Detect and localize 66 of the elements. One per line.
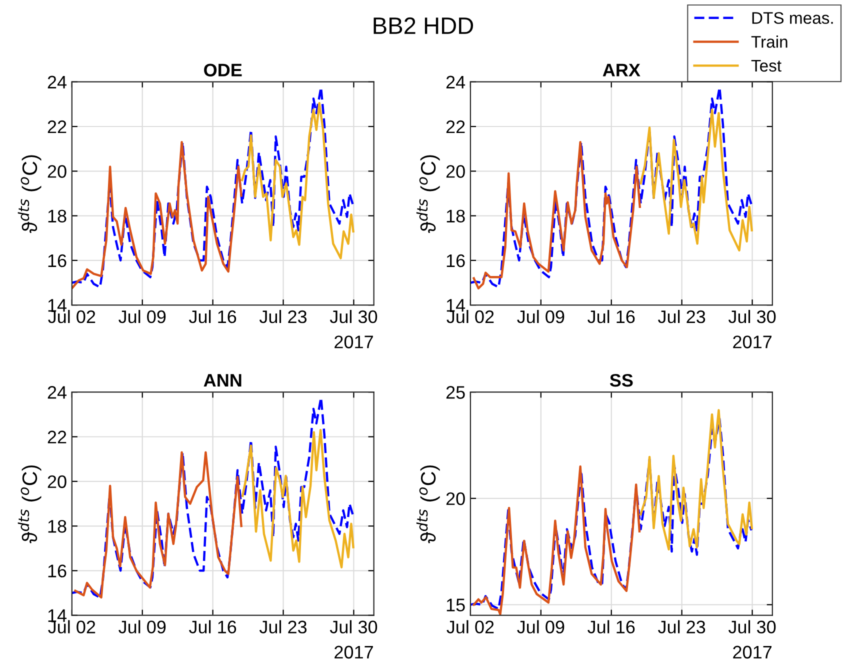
y-axis-title: ϑ$^{dts}$ ($^{o}$C) (416, 155, 440, 233)
y-tick-label: 20 (446, 492, 465, 506)
y-tick-label: 16 (446, 254, 465, 268)
y-tick-label: 16 (48, 254, 66, 268)
line-series (472, 465, 641, 616)
chart-title: ARX (602, 64, 640, 76)
x-tick-label: Jul 09 (118, 310, 166, 324)
y-tick-label: 25 (446, 386, 465, 399)
line-series (74, 451, 242, 599)
line-series (241, 428, 354, 568)
y-tick-label: 16 (48, 564, 66, 578)
y-tick-label: 24 (48, 76, 67, 88)
x-tick-label: Jul 30 (330, 310, 378, 324)
line-series (72, 396, 354, 599)
y-tick-label: 15 (446, 598, 465, 612)
y-axis-title: ϑ$^{dts}$ ($^{o}$C) (416, 465, 440, 544)
x-tick-label: Jul 16 (189, 620, 236, 634)
y-tick-label: 14 (48, 299, 67, 312)
x-axis-title: 2017 (733, 336, 772, 348)
y-tick-label: 14 (446, 299, 466, 312)
line-series (470, 418, 753, 610)
y-tick-label: 20 (446, 165, 465, 178)
x-tick-label: Jul 23 (658, 620, 706, 634)
x-tick-label: Jul 30 (728, 310, 776, 324)
legend-label: Train (751, 36, 788, 48)
x-axis-title: 2017 (733, 646, 772, 659)
y-tick-label: 18 (48, 210, 66, 222)
y-tick-label: 20 (48, 165, 66, 178)
x-axis-title: 2017 (334, 336, 373, 348)
legend-label: Test (751, 60, 782, 72)
x-tick-label: Jul 09 (517, 620, 564, 634)
chart-title: SS (610, 374, 633, 387)
x-tick-label: Jul 09 (517, 310, 564, 324)
x-tick-label: Jul 02 (446, 310, 494, 324)
x-axis-title: 2017 (334, 646, 373, 659)
x-tick-label: Jul 02 (48, 310, 96, 324)
x-tick-label: Jul 30 (728, 620, 776, 634)
y-tick-label: 20 (48, 475, 66, 488)
x-tick-label: Jul 23 (658, 310, 706, 324)
y-tick-label: 18 (48, 520, 66, 533)
y-tick-label: 24 (446, 76, 466, 88)
chart-title: ANN (204, 374, 242, 387)
line-series (72, 141, 242, 290)
text: BB2 HDD (374, 17, 474, 34)
x-tick-label: Jul 09 (118, 620, 166, 634)
line-series (241, 102, 354, 260)
y-tick-label: 24 (48, 386, 67, 399)
line-series (640, 108, 753, 252)
x-tick-label: Jul 16 (189, 310, 236, 324)
x-tick-label: Jul 02 (48, 620, 96, 634)
x-tick-label: Jul 02 (446, 620, 494, 634)
x-tick-label: Jul 23 (259, 310, 307, 324)
x-tick-label: Jul 23 (259, 620, 307, 634)
y-axis-title: ϑ$^{dts}$ ($^{o}$C) (18, 465, 42, 544)
y-tick-label: 22 (48, 120, 66, 134)
y-axis-title: ϑ$^{dts}$ ($^{o}$C) (18, 155, 42, 233)
line-series (640, 409, 753, 551)
x-tick-label: Jul 16 (588, 310, 635, 324)
y-tick-label: 22 (446, 120, 465, 134)
y-tick-label: 18 (446, 210, 465, 222)
x-tick-label: Jul 30 (330, 620, 378, 634)
legend-label: DTS meas. (752, 12, 833, 24)
line-series (472, 141, 641, 290)
chart-title: ODE (204, 64, 242, 76)
y-tick-label: 22 (48, 430, 66, 444)
x-tick-label: Jul 16 (588, 620, 635, 634)
